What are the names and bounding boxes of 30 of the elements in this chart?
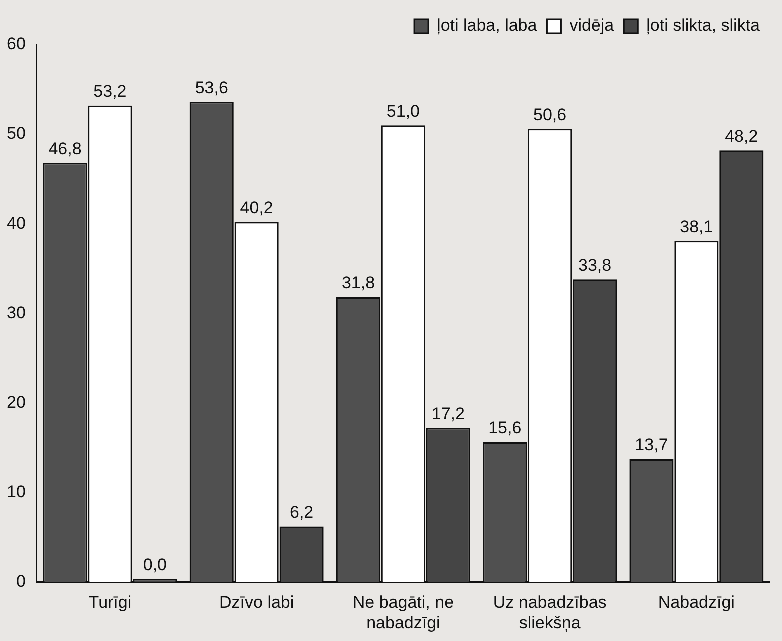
y-tick-label: 0 [16, 572, 26, 591]
x-tick-label: Uz nabadzības sliekšņa [493, 593, 607, 632]
y-tick-label: 60 [6, 34, 26, 54]
data-label: 15,6 [488, 418, 522, 438]
x-tick-label: Nabadzīgi [658, 593, 735, 612]
x-tick-label: Ne bagāti, ne nabadzīgi [352, 593, 454, 632]
data-label: 53,2 [94, 82, 127, 102]
y-tick-label: 50 [6, 124, 26, 144]
data-label: 33,8 [578, 256, 612, 275]
data-label: 17,2 [432, 404, 465, 424]
data-label: 48,2 [725, 126, 758, 146]
data-label: 51,0 [386, 102, 420, 121]
data-label: 40,2 [240, 198, 274, 218]
y-tick-label: 20 [6, 392, 26, 412]
x-tick-label: Dzīvo labi [220, 593, 294, 612]
y-tick-label: 40 [6, 214, 26, 233]
data-label: 50,6 [534, 105, 567, 124]
data-label: 46,8 [48, 139, 82, 158]
x-tick-label: Turīgi [88, 593, 132, 612]
legend-label: ļoti slikta, slikta [646, 16, 761, 36]
data-label: 13,7 [635, 436, 668, 455]
legend-label: ļoti laba, laba [437, 16, 538, 36]
data-label: 6,2 [290, 502, 314, 522]
data-label: 53,6 [195, 78, 228, 98]
data-label: 38,1 [680, 217, 714, 236]
y-tick-label: 30 [6, 303, 26, 322]
data-label: 31,8 [342, 274, 376, 293]
legend-label: vidēja [570, 16, 615, 36]
data-label: 0,0 [143, 555, 167, 574]
y-tick-label: 10 [6, 482, 26, 502]
